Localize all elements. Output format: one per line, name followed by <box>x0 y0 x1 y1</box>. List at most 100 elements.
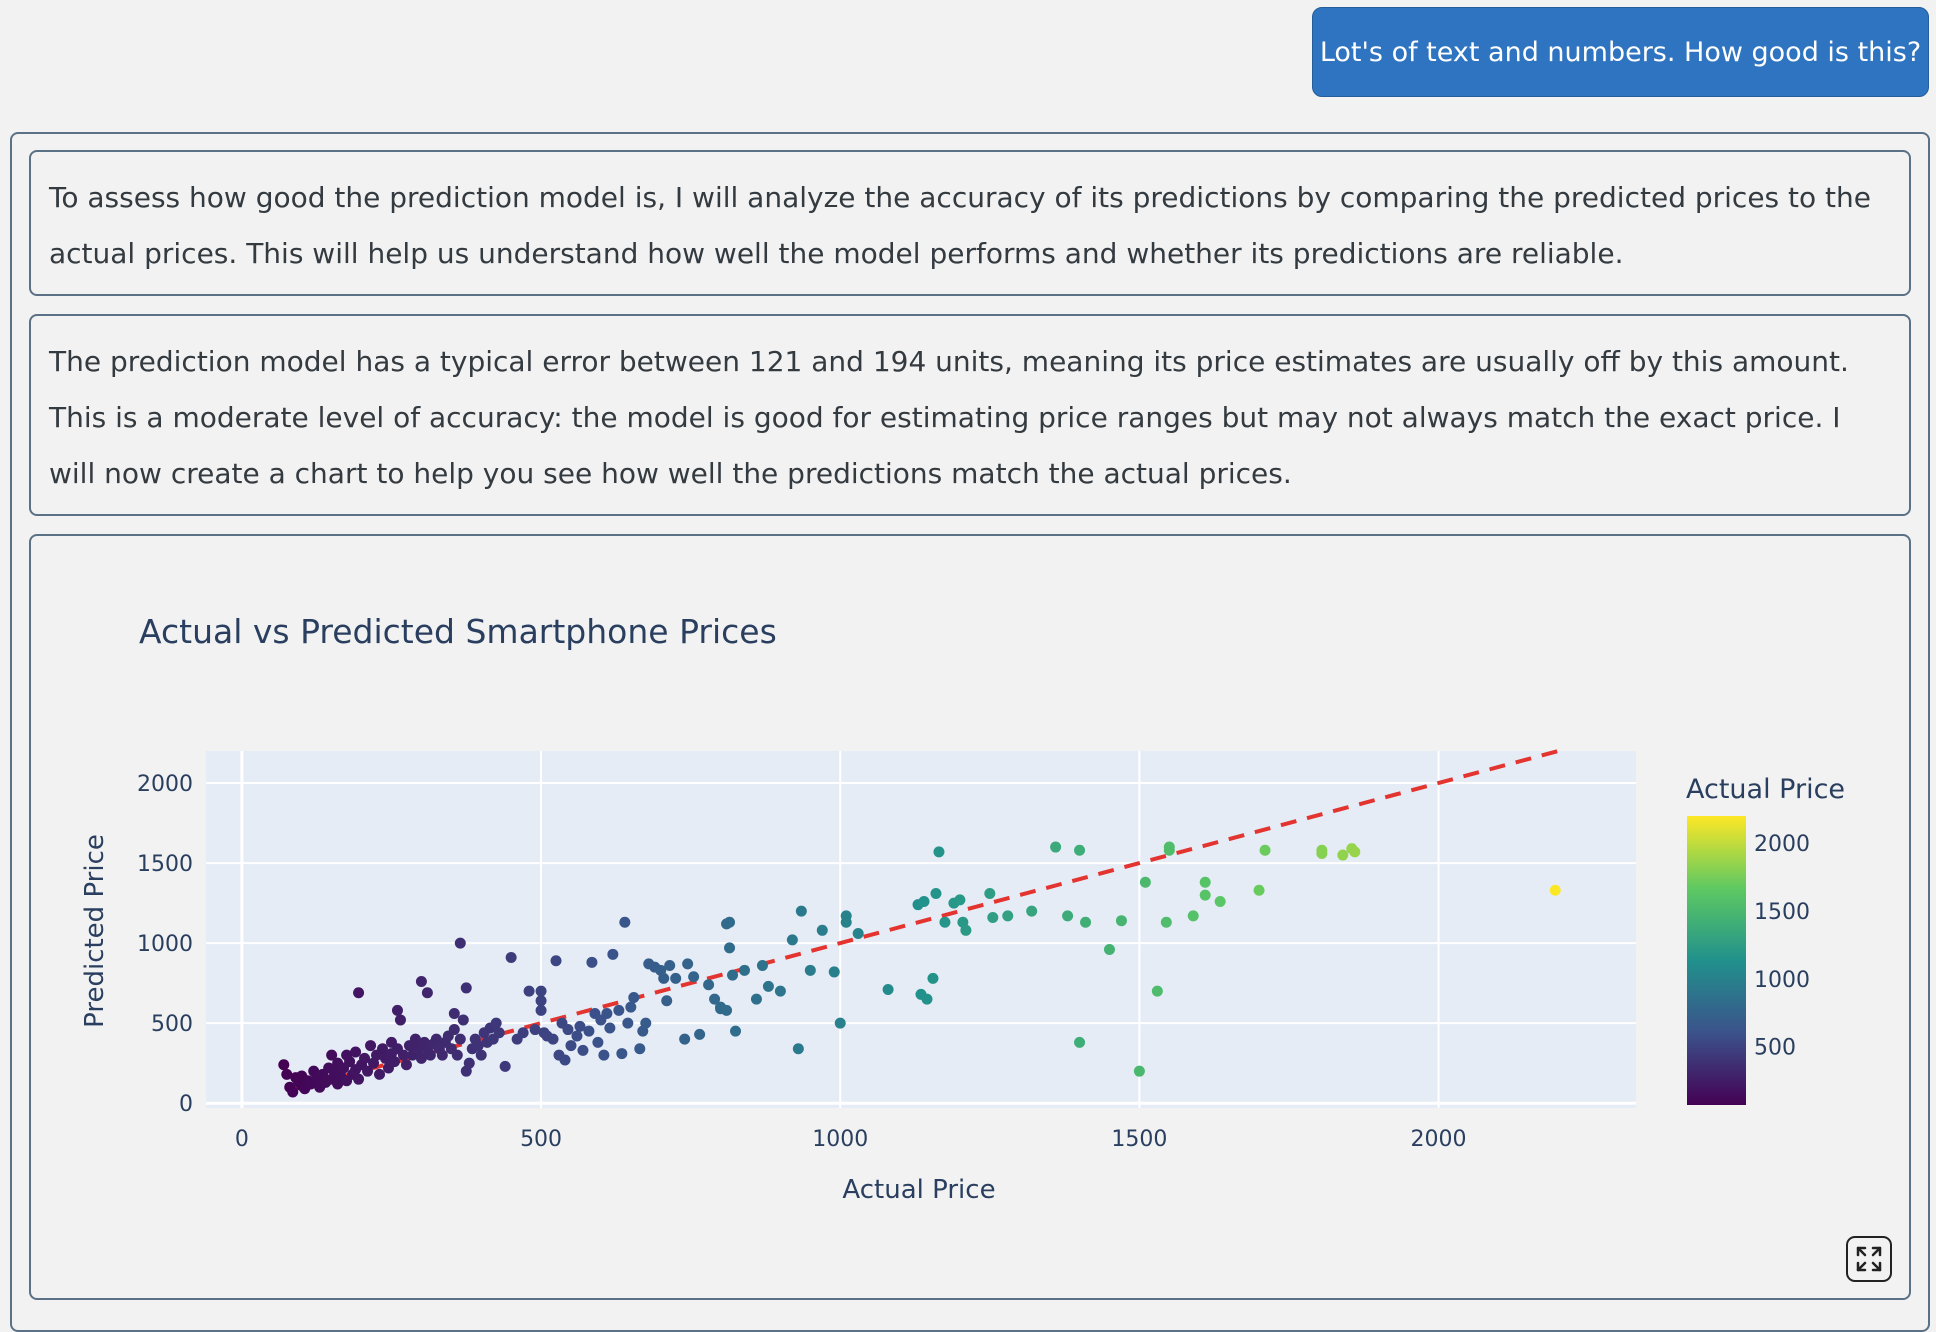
data-point <box>1074 1036 1086 1048</box>
data-point <box>834 1017 846 1029</box>
data-point <box>415 1052 427 1064</box>
data-point <box>703 979 715 991</box>
data-point <box>523 985 535 997</box>
expand-icon <box>1856 1246 1882 1272</box>
data-point <box>604 1022 616 1034</box>
data-point <box>362 1065 374 1077</box>
data-point <box>927 972 939 984</box>
data-point <box>984 887 996 899</box>
data-point <box>1187 910 1199 922</box>
data-point <box>400 1059 412 1071</box>
data-point <box>750 993 762 1005</box>
y-tick-label: 1000 <box>137 932 193 957</box>
x-tick-label: 2000 <box>1411 1127 1467 1152</box>
data-point <box>762 980 774 992</box>
data-point <box>774 985 786 997</box>
data-point <box>535 985 547 997</box>
data-point <box>661 995 673 1007</box>
assistant-message-1: To assess how good the prediction model … <box>29 150 1911 296</box>
data-point <box>430 1033 442 1045</box>
data-point <box>688 971 700 983</box>
x-tick-label: 1000 <box>812 1127 868 1152</box>
data-point <box>529 1024 541 1036</box>
data-point <box>448 1008 460 1020</box>
data-point <box>1050 841 1062 853</box>
data-point <box>598 1049 610 1061</box>
data-point <box>391 1004 403 1016</box>
data-point <box>550 955 562 967</box>
data-point <box>344 1056 356 1068</box>
data-point <box>664 960 676 972</box>
data-point <box>493 1027 505 1039</box>
data-point <box>424 1049 436 1061</box>
data-point <box>490 1017 502 1029</box>
data-point <box>1316 847 1328 859</box>
y-tick-label: 0 <box>179 1092 193 1117</box>
data-point <box>583 1025 595 1037</box>
data-point <box>694 1028 706 1040</box>
data-point <box>607 948 619 960</box>
y-tick-label: 500 <box>151 1012 193 1037</box>
data-point <box>670 972 682 984</box>
data-point <box>628 992 640 1004</box>
colorbar-title: Actual Price <box>1686 774 1845 805</box>
data-point <box>640 1017 652 1029</box>
data-point <box>436 1049 448 1061</box>
data-point <box>679 1033 691 1045</box>
data-point <box>454 937 466 949</box>
user-message-bubble: Lot's of text and numbers. How good is t… <box>1312 7 1929 97</box>
data-point <box>394 1014 406 1026</box>
data-point <box>816 924 828 936</box>
data-point <box>930 887 942 899</box>
data-point <box>574 1020 586 1032</box>
data-point <box>1253 884 1265 896</box>
data-point <box>939 916 951 928</box>
data-point <box>804 964 816 976</box>
data-point <box>721 1004 733 1016</box>
data-point <box>792 1043 804 1055</box>
data-point <box>350 1046 362 1058</box>
data-point <box>1074 844 1086 856</box>
data-point <box>954 894 966 906</box>
expand-button[interactable] <box>1846 1236 1892 1282</box>
data-point <box>326 1049 338 1061</box>
data-point <box>499 1060 511 1072</box>
data-point <box>882 984 894 996</box>
data-point <box>1199 876 1211 888</box>
grid-lines <box>206 751 1636 1108</box>
data-point <box>921 993 933 1005</box>
data-point <box>1062 910 1074 922</box>
data-point <box>562 1024 574 1036</box>
data-point <box>1160 916 1172 928</box>
data-point <box>1139 876 1151 888</box>
y-tick-label: 2000 <box>137 772 193 797</box>
data-point <box>278 1059 290 1071</box>
axis-ticks: 0 500 1000 1500 2000 0 500 1000 1500 2000 <box>137 772 1467 1152</box>
data-point <box>840 916 852 928</box>
data-point <box>457 1014 469 1026</box>
assistant-message-1-text: To assess how good the prediction model … <box>49 181 1871 270</box>
data-point <box>475 1049 487 1061</box>
data-point <box>565 1040 577 1052</box>
data-point <box>451 1049 463 1061</box>
data-point <box>852 928 864 940</box>
data-point <box>1151 985 1163 997</box>
data-point <box>374 1068 386 1080</box>
data-point <box>622 1017 634 1029</box>
data-point <box>1349 846 1361 858</box>
data-point <box>960 924 972 936</box>
data-point <box>625 1001 637 1013</box>
user-message-text: Lot's of text and numbers. How good is t… <box>1319 36 1922 68</box>
data-point <box>454 1033 466 1045</box>
data-point <box>1199 889 1211 901</box>
data-point <box>1115 915 1127 927</box>
data-point <box>517 1027 529 1039</box>
colorbar-tick-label: 1500 <box>1754 900 1810 925</box>
data-point <box>281 1068 293 1080</box>
colorbar-ticks: 500 1000 1500 2000 <box>1754 832 1810 1061</box>
chart-card: Actual vs Predicted Smartphone Prices 0 5… <box>29 534 1911 1300</box>
data-point <box>1026 905 1038 917</box>
data-point <box>1080 916 1092 928</box>
data-point <box>933 846 945 858</box>
data-point <box>1259 844 1271 856</box>
